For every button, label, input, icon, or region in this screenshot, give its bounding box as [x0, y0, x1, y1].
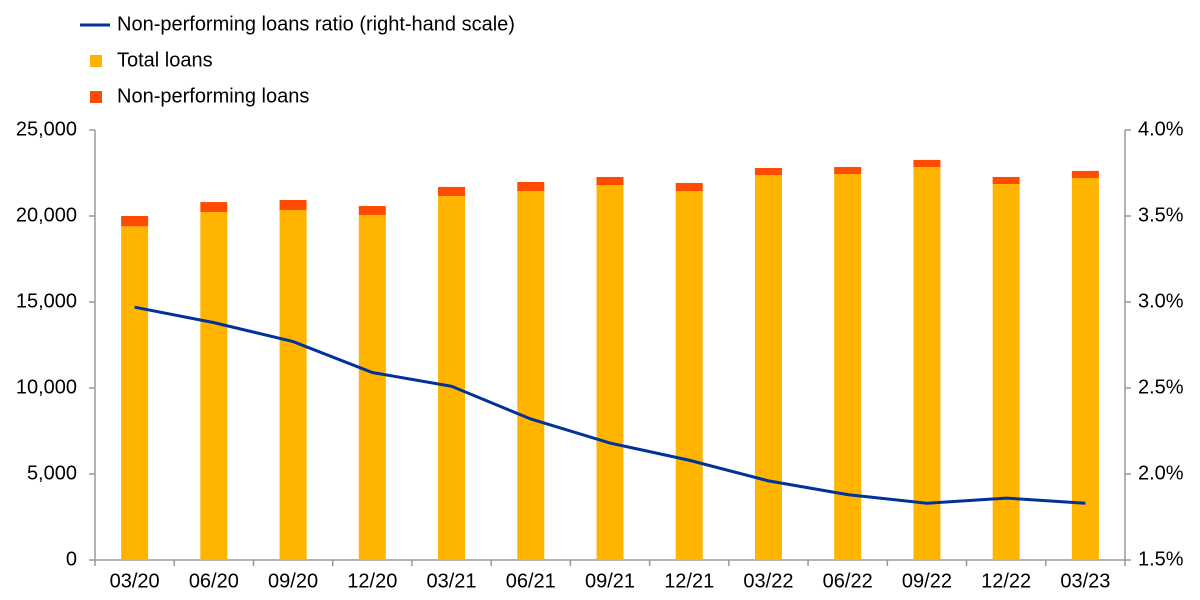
y-tick-label: 10,000 — [16, 376, 77, 398]
bar — [279, 200, 307, 210]
bar — [358, 214, 386, 560]
x-tick-label: 12/22 — [981, 570, 1031, 592]
bar — [596, 176, 624, 186]
bar — [754, 175, 782, 560]
bar — [992, 176, 1020, 185]
line — [134, 305, 1086, 505]
bar — [200, 212, 228, 560]
legend-swatch — [90, 91, 102, 103]
y-tick-label: 5,000 — [27, 462, 77, 484]
y2-tick-label: 3.0% — [1138, 290, 1184, 312]
y-tick-label: 15,000 — [16, 290, 77, 312]
bar — [200, 202, 228, 213]
bar — [279, 209, 307, 561]
x-tick-label: 03/21 — [427, 570, 477, 592]
bar — [675, 191, 703, 560]
x-tick-label: 12/20 — [347, 570, 397, 592]
bar — [438, 186, 466, 197]
y2-tick-label: 2.0% — [1138, 462, 1184, 484]
legend-label: Non-performing loans — [117, 85, 309, 107]
bar — [517, 191, 545, 560]
legend-swatch — [90, 55, 102, 67]
bar — [913, 159, 941, 167]
bar — [834, 174, 862, 561]
legend-label: Total loans — [117, 49, 213, 71]
bar — [121, 216, 149, 227]
y-tick-label: 20,000 — [16, 204, 77, 226]
bar — [438, 196, 466, 560]
bar — [992, 184, 1020, 560]
bar — [1071, 170, 1099, 178]
bar — [121, 226, 149, 560]
bar — [834, 166, 862, 175]
bar — [358, 206, 386, 215]
y2-tick-label: 3.5% — [1138, 204, 1184, 226]
x-tick-label: 06/21 — [506, 570, 556, 592]
bar — [1071, 177, 1099, 560]
x-tick-label: 09/21 — [585, 570, 635, 592]
x-tick-label: 03/23 — [1060, 570, 1110, 592]
y2-tick-label: 4.0% — [1138, 118, 1184, 140]
x-tick-label: 12/21 — [664, 570, 714, 592]
bar — [913, 166, 941, 561]
y-tick-label: 25,000 — [16, 118, 77, 140]
legend-label: Non-performing loans ratio (right-hand s… — [117, 13, 515, 35]
bar — [517, 181, 545, 192]
bar — [675, 182, 703, 192]
y2-tick-label: 1.5% — [1138, 548, 1184, 570]
x-tick-label: 03/20 — [110, 570, 160, 592]
x-tick-label: 06/20 — [189, 570, 239, 592]
y2-tick-label: 2.5% — [1138, 376, 1184, 398]
bar — [596, 185, 624, 561]
x-tick-label: 09/22 — [902, 570, 952, 592]
bar — [754, 168, 782, 176]
x-tick-label: 06/22 — [823, 570, 873, 592]
x-tick-label: 03/22 — [743, 570, 793, 592]
x-tick-label: 09/20 — [268, 570, 318, 592]
y-tick-label: 0 — [66, 548, 77, 570]
